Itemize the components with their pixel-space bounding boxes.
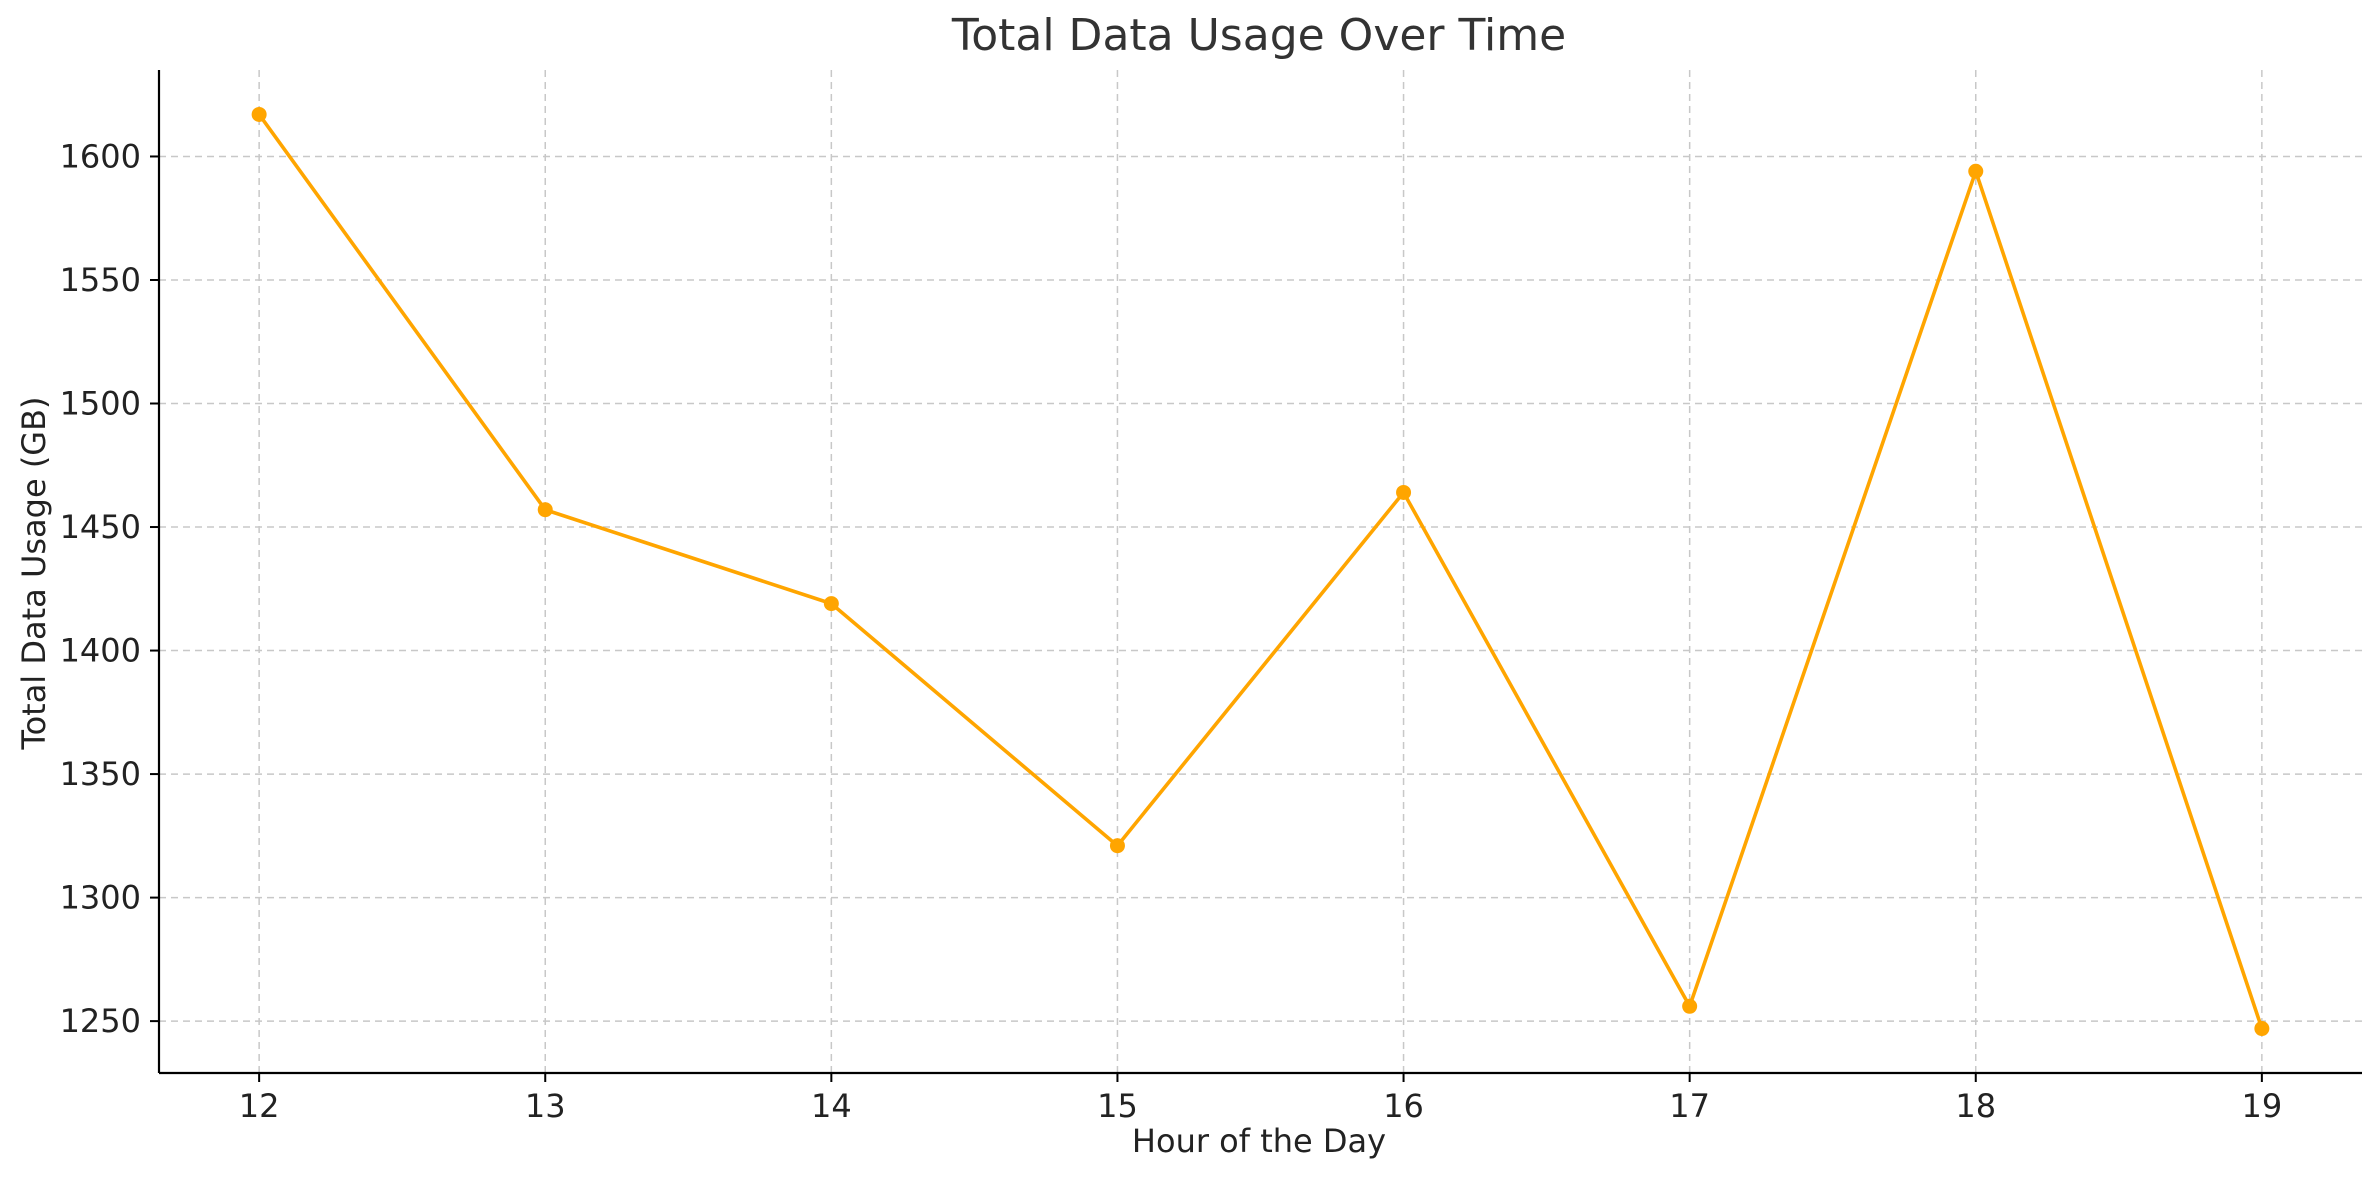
- data-point: [823, 596, 839, 612]
- y-tick-label: 1250: [60, 1002, 141, 1040]
- y-tick-label: 1600: [60, 137, 141, 175]
- labels-layer: Total Data Usage Over Time Hour of the D…: [15, 10, 1566, 1160]
- x-tick-label: 13: [525, 1087, 566, 1125]
- y-tick-label: 1400: [60, 632, 141, 670]
- data-point: [251, 106, 267, 122]
- series-line: [257, 112, 2264, 1031]
- x-tick-label: 14: [811, 1087, 852, 1125]
- data-point: [537, 502, 553, 518]
- data-point: [1109, 838, 1125, 854]
- chart-title: Total Data Usage Over Time: [951, 10, 1566, 61]
- y-tick-label: 1300: [60, 879, 141, 917]
- data-point: [2254, 1021, 2270, 1037]
- axes: 12 13 14 15 16 17 18 19 1250 1300 1350 1400 1450 1500…: [60, 70, 2362, 1125]
- x-tick-label: 12: [239, 1087, 280, 1125]
- x-tick-label: 15: [1097, 1087, 1138, 1125]
- x-tick-label: 18: [1955, 1087, 1996, 1125]
- y-axis-label: Total Data Usage (GB): [15, 396, 53, 750]
- series-layer: [251, 106, 2270, 1037]
- grid: [159, 70, 2362, 1073]
- x-tick-label: 19: [2242, 1087, 2283, 1125]
- x-tick-label: 16: [1383, 1087, 1424, 1125]
- y-tick-label: 1500: [60, 385, 141, 423]
- x-axis-label: Hour of the Day: [1132, 1122, 1386, 1160]
- x-tick-label: 17: [1669, 1087, 1710, 1125]
- y-tick-label: 1350: [60, 755, 141, 793]
- data-point: [1682, 998, 1698, 1014]
- data-point: [1396, 484, 1412, 500]
- y-tick-label: 1450: [60, 508, 141, 546]
- y-tick-label: 1550: [60, 261, 141, 299]
- data-point: [1968, 163, 1984, 179]
